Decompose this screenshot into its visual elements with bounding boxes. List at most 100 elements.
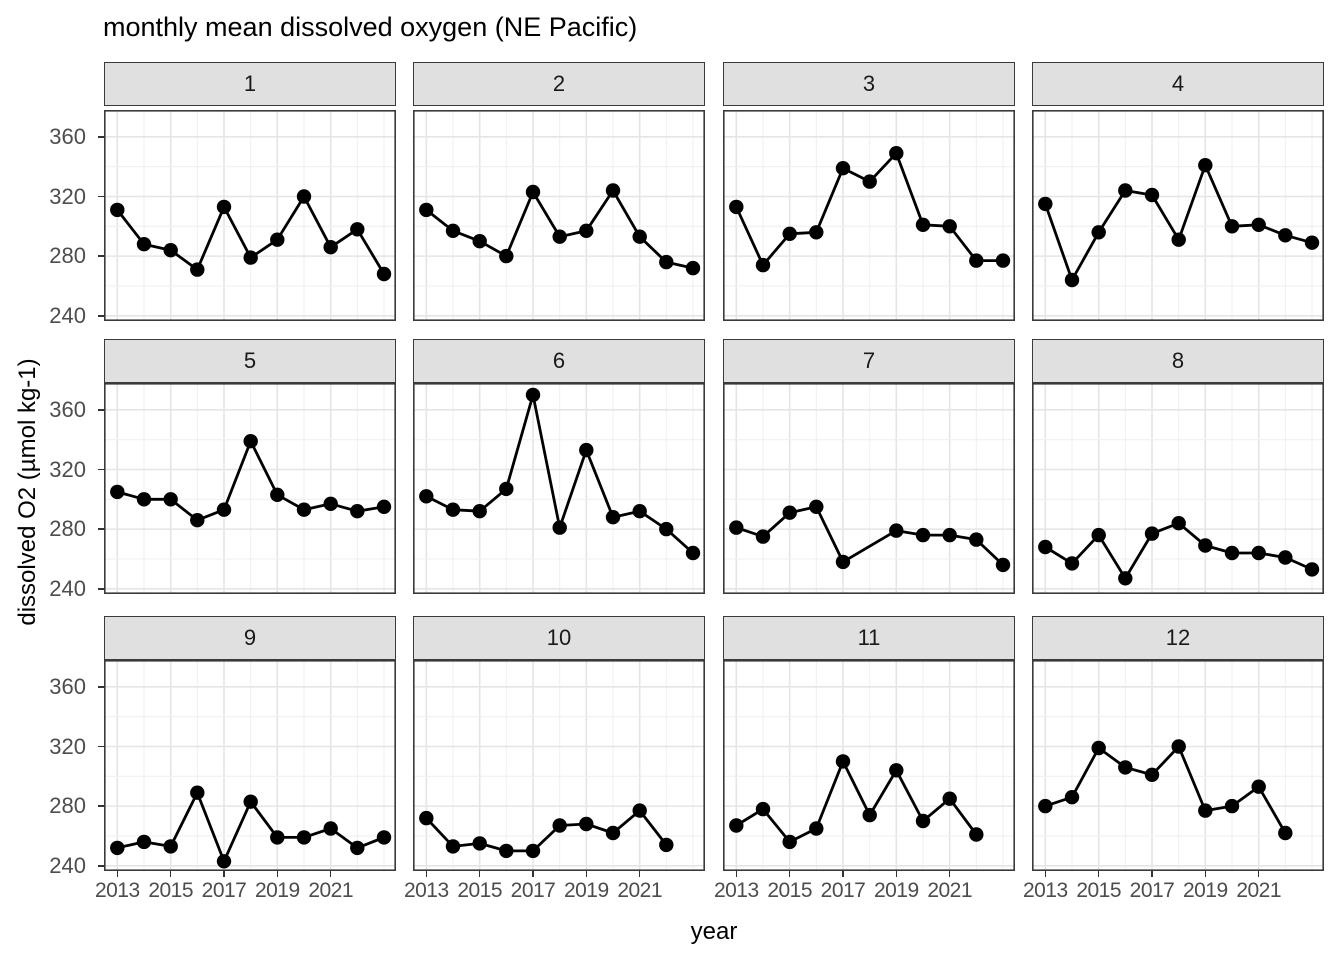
x-axis-tick xyxy=(276,871,279,877)
facet-panel-7 xyxy=(723,383,1015,594)
x-axis-tick xyxy=(948,871,951,877)
data-point xyxy=(915,527,931,543)
data-point xyxy=(323,240,338,255)
data-point xyxy=(525,843,541,859)
facet-strip-label: 12 xyxy=(1165,625,1191,650)
data-point xyxy=(499,481,514,497)
data-point xyxy=(1251,217,1266,232)
x-tick-label: 2021 xyxy=(308,879,354,902)
facet-panel-2 xyxy=(413,110,705,321)
data-point xyxy=(163,243,178,258)
data-point xyxy=(969,532,984,547)
x-tick-label: 2019 xyxy=(873,879,919,902)
data-point xyxy=(216,854,232,869)
facet-strip-label: 10 xyxy=(546,625,572,650)
data-point xyxy=(685,545,701,561)
facet-strip-label: 6 xyxy=(552,348,566,373)
x-tick-label: 2015 xyxy=(767,879,813,902)
facet-panel-8 xyxy=(1032,383,1324,594)
data-point xyxy=(1144,767,1160,782)
facet-panel-11 xyxy=(723,660,1015,871)
y-tick-label: 240 xyxy=(49,575,86,601)
facet-panel-3 xyxy=(723,110,1015,321)
data-point xyxy=(1064,790,1080,805)
chart-title: monthly mean dissolved oxygen (NE Pacifi… xyxy=(103,12,638,42)
data-point xyxy=(525,387,541,403)
x-axis-tick xyxy=(735,871,738,877)
x-tick-label: 2021 xyxy=(617,879,663,902)
data-point xyxy=(659,837,674,853)
x-tick-label: 2019 xyxy=(254,879,300,902)
y-axis-tick xyxy=(98,468,104,471)
data-point xyxy=(809,499,824,514)
data-point xyxy=(376,499,392,514)
x-axis-tick xyxy=(169,871,172,877)
y-tick-label: 360 xyxy=(49,673,86,699)
data-point xyxy=(835,554,851,570)
data-point xyxy=(270,487,285,502)
x-axis-tick xyxy=(116,871,119,877)
facet-strip-8: 8 xyxy=(1032,339,1324,383)
data-point xyxy=(995,253,1011,268)
data-point xyxy=(605,183,621,198)
data-point xyxy=(632,229,647,244)
data-point xyxy=(782,226,797,241)
data-point xyxy=(782,505,797,520)
data-point xyxy=(190,262,205,277)
x-tick-label: 2017 xyxy=(201,879,247,902)
data-point xyxy=(190,785,205,800)
facet-panel-5 xyxy=(104,383,396,594)
x-axis-tick xyxy=(1097,871,1100,877)
x-axis-tick xyxy=(638,871,641,877)
data-point xyxy=(632,504,647,519)
data-point xyxy=(136,237,152,252)
x-axis-tick xyxy=(895,871,898,877)
data-point xyxy=(995,557,1011,573)
data-point xyxy=(110,484,125,500)
data-point xyxy=(1198,538,1213,553)
y-tick-label: 240 xyxy=(49,852,86,878)
facet-strip-label: 11 xyxy=(857,625,881,650)
x-axis-tick xyxy=(478,871,481,877)
data-point xyxy=(685,260,701,276)
data-point xyxy=(472,836,487,851)
data-point xyxy=(445,502,461,517)
data-point xyxy=(1144,187,1160,203)
data-point xyxy=(755,529,771,544)
data-point xyxy=(889,523,904,538)
x-axis-tick xyxy=(1257,871,1260,877)
data-point xyxy=(472,234,487,249)
y-axis-tick xyxy=(98,588,104,590)
data-point xyxy=(579,816,594,832)
data-point xyxy=(350,840,365,856)
y-tick-label: 320 xyxy=(49,733,86,759)
x-tick-label: 2013 xyxy=(1022,879,1068,902)
x-axis-tick xyxy=(788,871,791,877)
y-axis-tick xyxy=(98,315,104,317)
x-tick-label: 2015 xyxy=(457,879,503,902)
data-point xyxy=(499,843,514,859)
data-point xyxy=(755,257,771,273)
data-point xyxy=(136,492,152,507)
y-tick-label: 320 xyxy=(49,456,86,482)
facet-strip-label: 4 xyxy=(1171,71,1185,96)
data-point xyxy=(270,232,285,247)
y-tick-label: 240 xyxy=(49,302,86,328)
data-point xyxy=(419,489,434,504)
y-tick-label: 360 xyxy=(49,123,86,149)
data-line xyxy=(734,760,978,844)
facet-strip-label: 1 xyxy=(243,71,257,96)
x-axis-tick xyxy=(425,871,428,877)
data-point xyxy=(1091,527,1106,543)
facet-panel-6 xyxy=(413,383,705,594)
data-point xyxy=(216,199,232,215)
data-point xyxy=(552,229,567,244)
data-point xyxy=(782,834,797,850)
data-point xyxy=(110,202,125,218)
data-point xyxy=(729,520,744,535)
data-point xyxy=(296,502,312,517)
data-point xyxy=(419,810,434,826)
data-point xyxy=(809,821,824,836)
data-point xyxy=(942,219,957,234)
data-point xyxy=(1118,183,1133,198)
